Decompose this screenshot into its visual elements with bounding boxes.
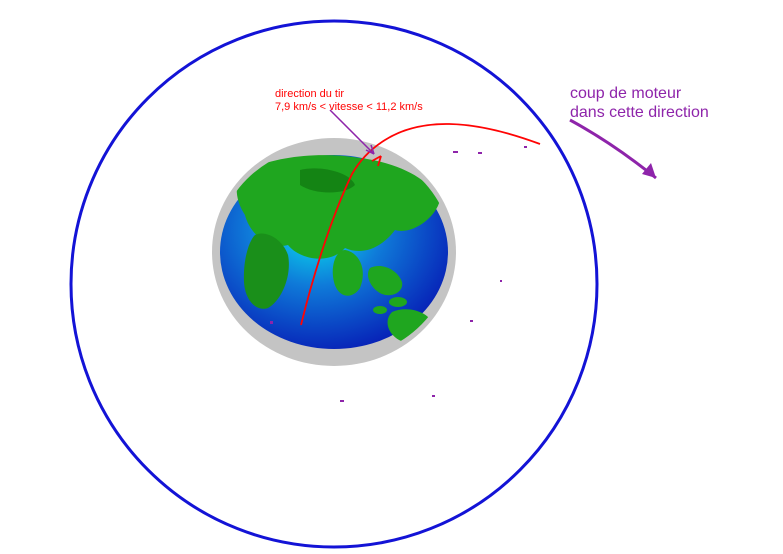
fire-direction-label: direction du tir 7,9 km/s < vitesse < 11… xyxy=(275,88,423,114)
motor-arrow xyxy=(570,120,656,178)
land-island-1 xyxy=(389,297,407,307)
fire-direction-line2: 7,9 km/s < vitesse < 11,2 km/s xyxy=(275,101,423,114)
earth xyxy=(212,138,456,366)
motor-burst-line1: coup de moteur xyxy=(570,84,709,103)
land-island-2 xyxy=(373,306,387,314)
motor-burst-line2: dans cette direction xyxy=(570,103,709,122)
motor-burst-label: coup de moteur dans cette direction xyxy=(570,84,709,122)
fire-direction-line1: direction du tir xyxy=(275,88,423,101)
